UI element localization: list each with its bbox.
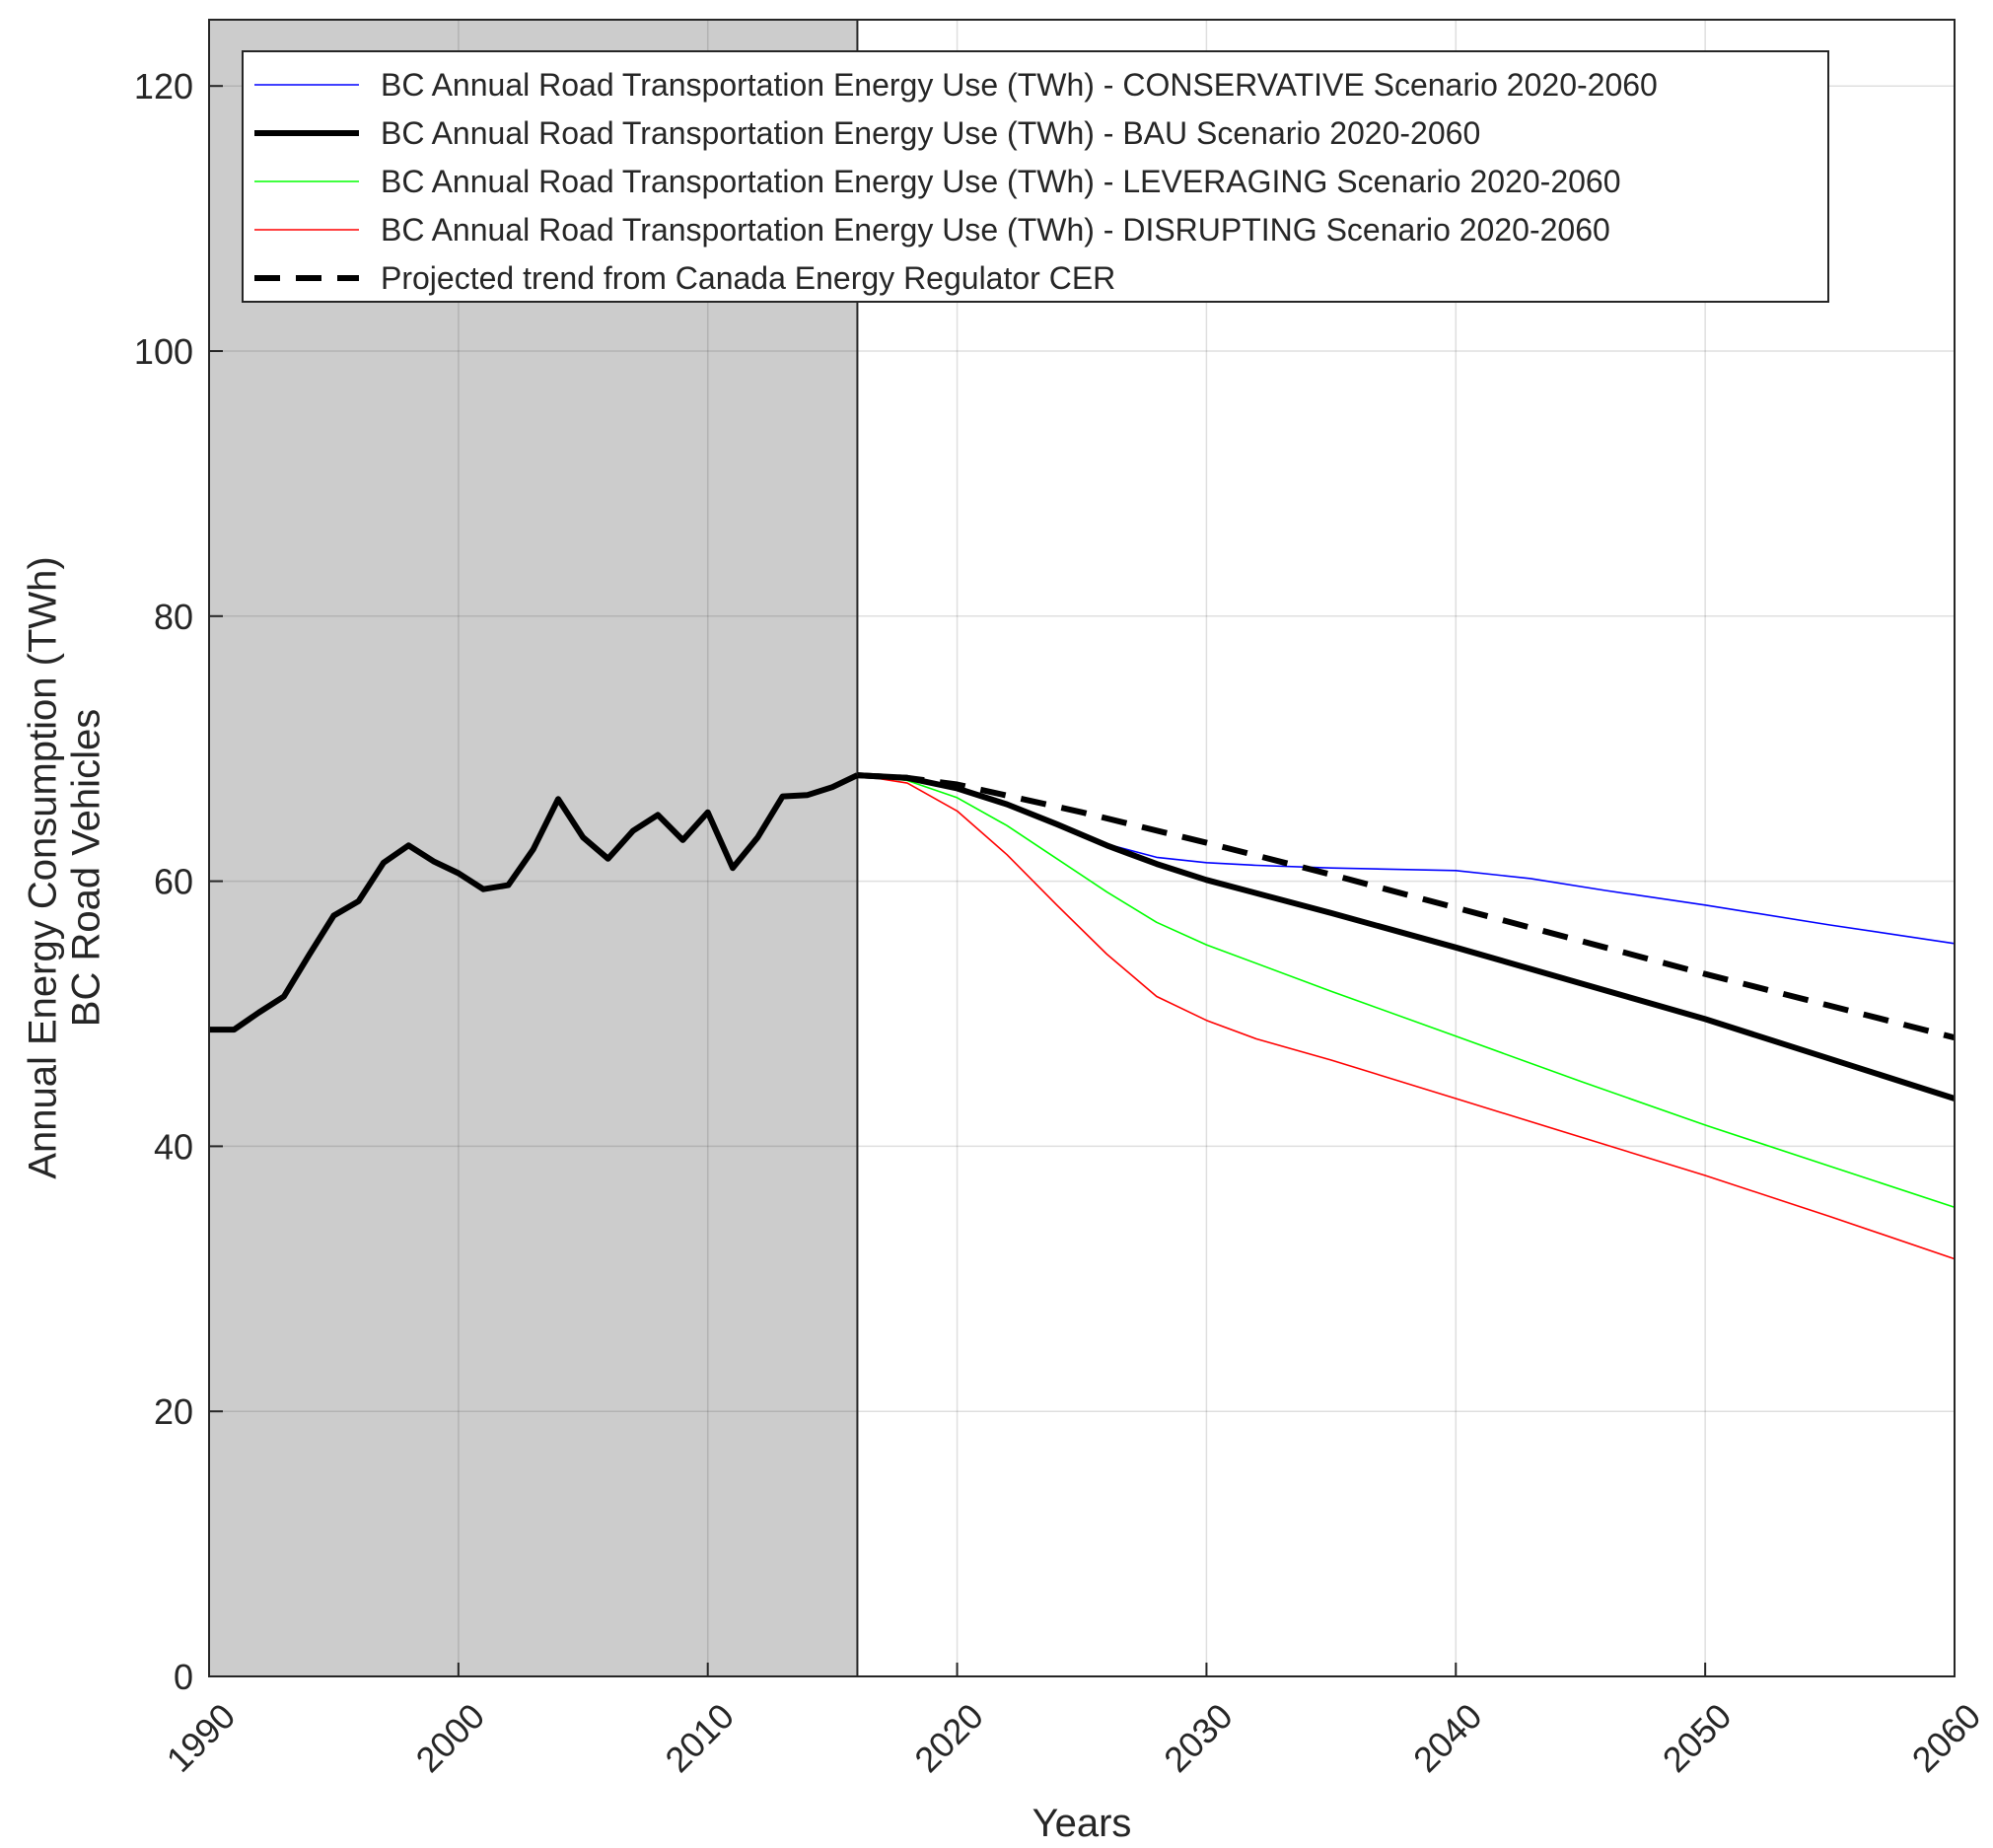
y-tick-label: 120 <box>134 66 193 107</box>
series-line-5 <box>857 772 1956 1041</box>
legend-label: Projected trend from Canada Energy Regul… <box>381 260 1115 296</box>
y-axis-title-line-2: BC Road Vehicles <box>65 709 108 1027</box>
series-line-0 <box>209 772 859 1033</box>
legend-label: BC Annual Road Transportation Energy Use… <box>381 164 1621 199</box>
legend-box <box>242 50 1829 303</box>
x-axis-title: Years <box>1032 1802 1132 1845</box>
legend: BC Annual Road Transportation Energy Use… <box>242 50 1829 303</box>
y-tick-label: 100 <box>134 331 193 372</box>
legend-label: BC Annual Road Transportation Energy Use… <box>381 212 1610 248</box>
plot-frame <box>208 19 1956 1677</box>
y-tick-label: 20 <box>154 1391 193 1432</box>
series-lines <box>209 772 1956 1260</box>
series-line-3 <box>857 774 1956 1208</box>
y-axis-title-line-1: Annual Energy Consumption (TWh) <box>22 556 65 1178</box>
y-tick-label: 80 <box>154 597 193 637</box>
y-tick-label: 60 <box>154 862 193 902</box>
series-line-2 <box>857 772 1956 1102</box>
legend-label: BC Annual Road Transportation Energy Use… <box>381 67 1658 103</box>
y-axis-ticks: 0 20 40 60 80 100 120 <box>134 66 223 1697</box>
legend-label: BC Annual Road Transportation Energy Use… <box>381 115 1480 151</box>
y-tick-label: 40 <box>154 1126 193 1167</box>
series-line-4 <box>857 774 1956 1260</box>
y-tick-label: 0 <box>174 1657 193 1697</box>
